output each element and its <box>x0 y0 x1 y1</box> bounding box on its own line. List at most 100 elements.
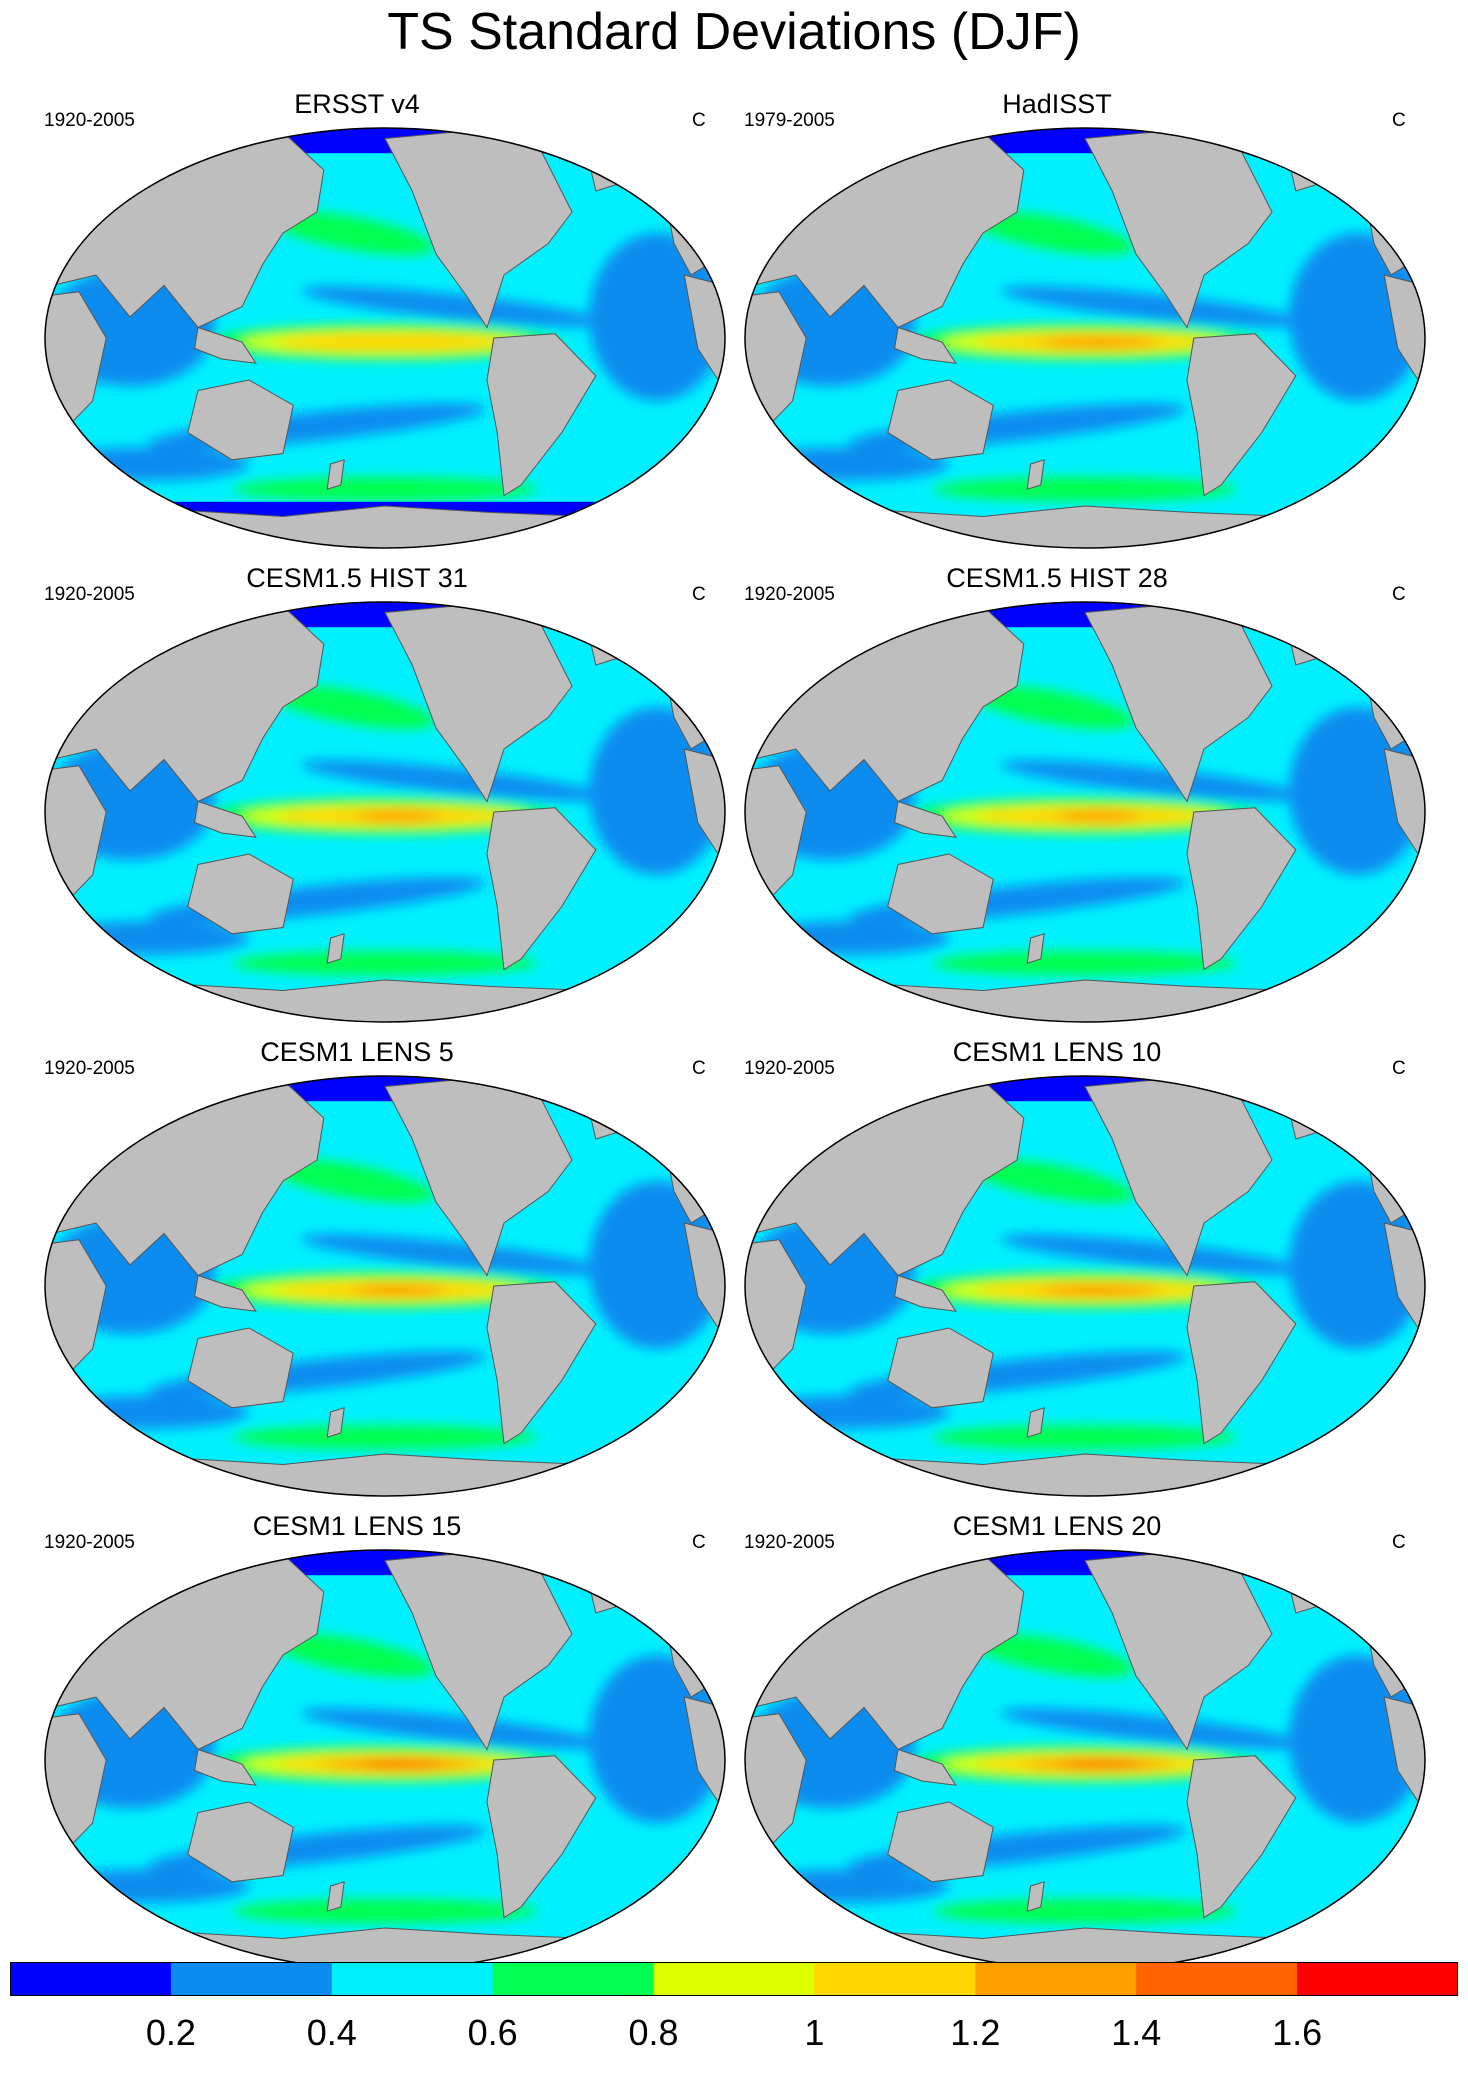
map-outline <box>44 127 726 549</box>
land-samerica <box>1186 807 1297 971</box>
north-pacific-high-variability <box>967 210 1135 256</box>
southern-indian-band <box>45 1395 249 1429</box>
map-panel: CESM1 LENS 20 1920-2005 C <box>702 1510 1426 1980</box>
southern-indian-band <box>745 1395 949 1429</box>
panel-title: ERSST v4 <box>294 89 420 119</box>
southern-ocean-high-variability <box>932 1424 1238 1450</box>
land-africaR <box>683 1222 725 1341</box>
land-africa <box>745 1239 807 1382</box>
colorbar <box>10 1962 1458 1996</box>
panel-units: C <box>692 1058 706 1079</box>
enso-tongue-core <box>356 809 442 823</box>
map-panel: CESM1.5 HIST 28 1920-2005 C <box>702 562 1426 1032</box>
panel-period: 1920-2005 <box>744 1532 835 1553</box>
land-seasia <box>894 800 957 838</box>
panel-units: C <box>692 110 706 131</box>
land-africa <box>745 291 807 434</box>
map <box>44 127 726 549</box>
colorbar-swatch <box>1136 1962 1298 1996</box>
land-samerica <box>486 333 597 497</box>
panel-title: CESM1 LENS 10 <box>952 1037 1162 1067</box>
map-panel: CESM1 LENS 5 1920-2005 C <box>2 1036 726 1506</box>
panel-period: 1920-2005 <box>744 584 835 605</box>
land-africa <box>45 765 107 908</box>
north-pacific-band <box>1000 760 1306 801</box>
panel-units: C <box>1392 1532 1406 1553</box>
land-seasia <box>194 800 257 838</box>
north-pacific-high-variability <box>267 210 435 256</box>
colorbar-swatch <box>653 1962 815 1996</box>
figure-title: TS Standard Deviations (DJF) <box>387 3 1081 61</box>
southern-indian-band <box>45 447 249 481</box>
north-pacific-band <box>300 1708 606 1749</box>
enso-tongue-core <box>1039 335 1159 349</box>
colorbar-swatch <box>975 1962 1137 1996</box>
panel-period: 1920-2005 <box>744 1058 835 1079</box>
map <box>744 127 1426 549</box>
map-outline <box>744 601 1426 1023</box>
southern-indian-band <box>45 1869 249 1903</box>
land-australia <box>187 853 294 935</box>
map-panel: CESM1 LENS 10 1920-2005 C <box>702 1036 1426 1506</box>
southern-ocean-high-variability <box>232 1424 538 1450</box>
land-australia <box>887 1801 994 1883</box>
southern-ocean-high-variability <box>932 1898 1238 1924</box>
land-africa <box>745 765 807 908</box>
land-seasia <box>194 326 257 364</box>
colorbar-label: 0.6 <box>467 2012 518 2053</box>
southern-indian-band <box>745 921 949 955</box>
map <box>44 601 726 1023</box>
colorbar-label: 0.8 <box>628 2012 679 2053</box>
land-antarctica <box>78 1453 692 1496</box>
land-africaR <box>1383 274 1425 393</box>
land-australia <box>887 379 994 461</box>
land-australia <box>887 853 994 935</box>
colorbar-label: 0.4 <box>306 2012 357 2053</box>
land-samerica <box>486 1281 597 1445</box>
land-antarctica <box>778 505 1392 548</box>
panel-title: CESM1 LENS 15 <box>252 1511 462 1541</box>
land-africaR <box>1383 748 1425 867</box>
colorbar-frame <box>10 1962 1458 1996</box>
colorbar-label: 0.2 <box>145 2012 196 2053</box>
land-australia <box>887 1327 994 1409</box>
north-pacific-high-variability <box>267 1158 435 1204</box>
map <box>44 1549 726 1971</box>
land-nz <box>1026 933 1045 964</box>
colorbar-swatch <box>814 1962 976 1996</box>
enso-tongue-core <box>351 1283 446 1297</box>
southern-indian-band <box>745 1869 949 1903</box>
north-pacific-high-variability <box>267 1632 435 1678</box>
panel-units: C <box>692 1532 706 1553</box>
land-australia <box>187 379 294 461</box>
land-samerica <box>1186 1281 1297 1445</box>
panel-units: C <box>1392 1058 1406 1079</box>
land-nz <box>326 1881 345 1912</box>
map <box>44 1075 726 1497</box>
map-panel: CESM1 LENS 15 1920-2005 C <box>2 1510 726 1980</box>
land-antarctica <box>78 505 692 548</box>
enso-tongue-core <box>1039 1283 1159 1297</box>
land-africaR <box>683 1696 725 1815</box>
north-pacific-band <box>300 1234 606 1275</box>
panel-period: 1920-2005 <box>44 1532 135 1553</box>
enso-tongue-inner <box>276 332 508 352</box>
panel-period: 1920-2005 <box>44 110 135 131</box>
enso-tongue-peak <box>361 1760 443 1769</box>
land-nz <box>1026 459 1045 490</box>
map-outline <box>744 1075 1426 1497</box>
southern-ocean-high-variability <box>932 950 1238 976</box>
land-africa <box>45 291 107 434</box>
panel-title: CESM1 LENS 20 <box>952 1511 1162 1541</box>
colorbar-swatch <box>170 1962 333 1996</box>
enso-tongue-peak <box>1061 1760 1143 1769</box>
north-pacific-band <box>300 286 606 327</box>
land-africa <box>745 1713 807 1856</box>
map <box>744 601 1426 1023</box>
land-nz <box>1026 1407 1045 1438</box>
land-africaR <box>683 748 725 867</box>
map-panel: ERSST v4 1920-2005 C <box>2 88 726 558</box>
land-nz <box>326 933 345 964</box>
map-panel: HadISST 1979-2005 C <box>702 88 1426 558</box>
north-pacific-band <box>1000 286 1306 327</box>
